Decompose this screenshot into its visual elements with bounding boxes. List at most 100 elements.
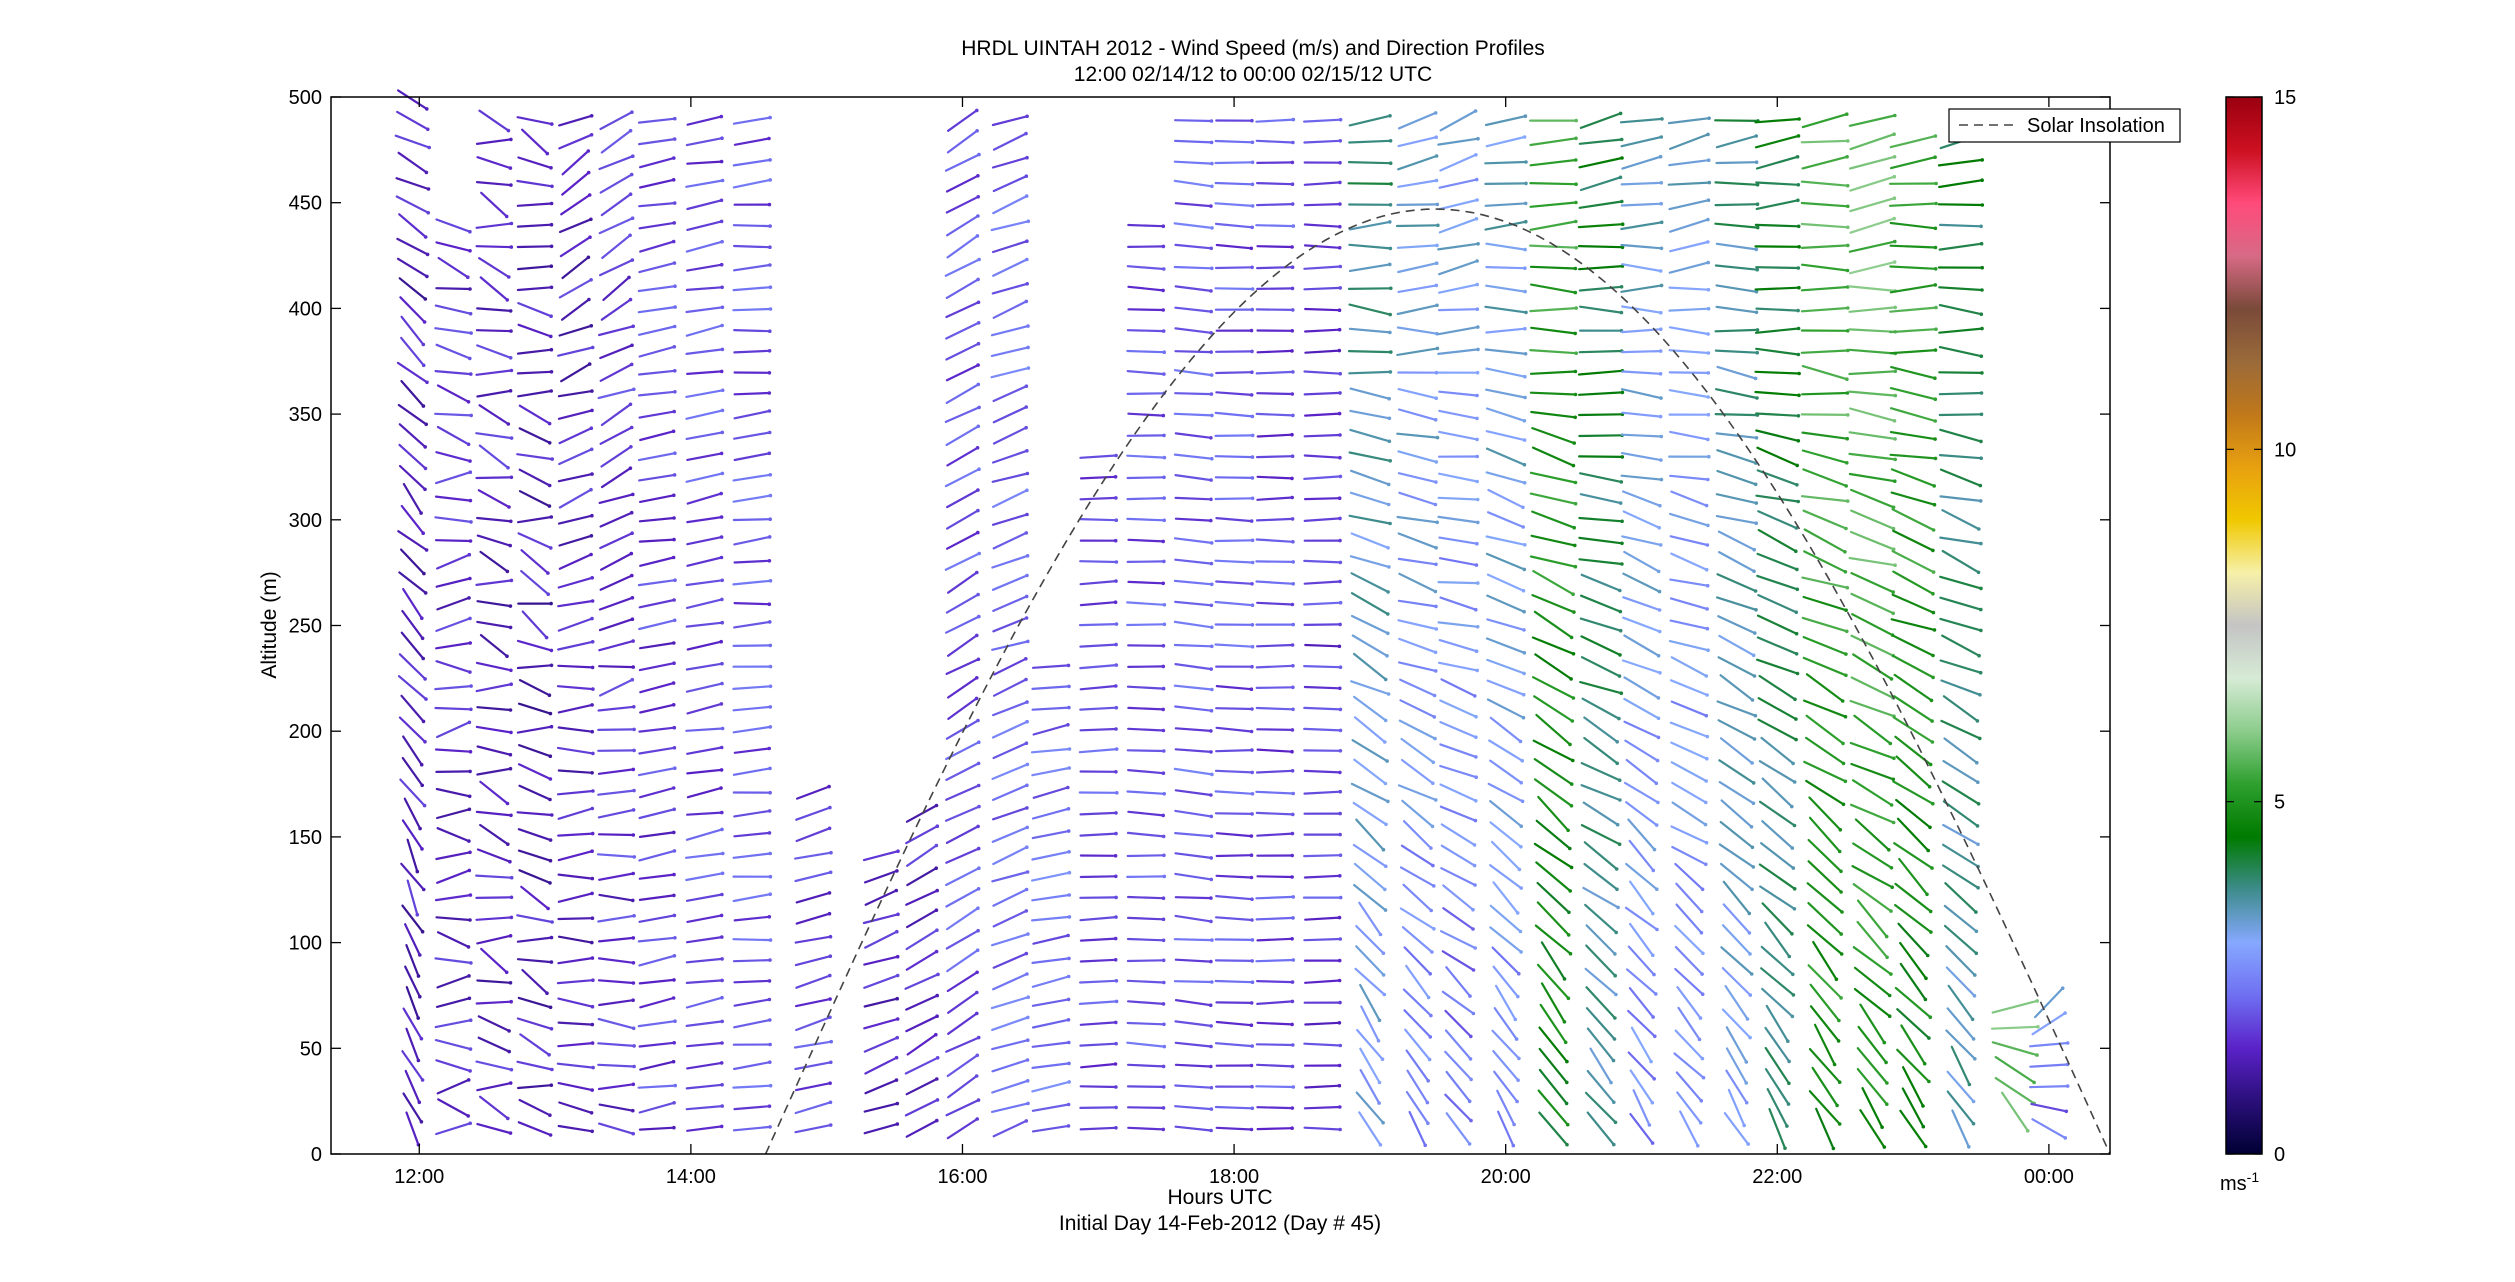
- wind-vector-head: [1705, 607, 1709, 611]
- wind-vector: [1942, 823, 1980, 846]
- wind-vector-head: [1795, 155, 1800, 159]
- colorbar-tick-label: 15: [2274, 87, 2296, 109]
- wind-vector: [475, 432, 513, 440]
- wind-vector-head: [767, 202, 772, 207]
- wind-vector: [1440, 844, 1476, 867]
- wind-vector-head: [1338, 789, 1342, 794]
- wind-vector: [1889, 349, 1937, 355]
- wind-vector-head: [548, 1133, 553, 1137]
- wind-vector: [1529, 349, 1578, 355]
- wind-vector-head: [1388, 370, 1393, 374]
- wind-vector: [1127, 285, 1165, 292]
- wind-vector: [1939, 428, 1983, 443]
- wind-vector-head: [1434, 604, 1438, 609]
- wind-vector-head: [1338, 286, 1342, 290]
- wind-vector: [1806, 882, 1844, 914]
- wind-vector-head: [1209, 518, 1213, 523]
- wind-vector: [400, 862, 425, 891]
- wind-vector: [1402, 820, 1433, 850]
- wind-vector: [795, 806, 832, 821]
- wind-vector: [1755, 266, 1800, 270]
- wind-vector-head: [720, 892, 724, 897]
- wind-vector: [1031, 893, 1071, 902]
- wind-vector: [1807, 901, 1843, 936]
- wind-vector: [1079, 475, 1117, 480]
- wind-vector-head: [418, 953, 422, 957]
- wind-vector: [863, 974, 899, 989]
- wind-vector: [1529, 265, 1577, 270]
- wind-vector-head: [1026, 1101, 1030, 1106]
- wind-vector: [1584, 967, 1618, 996]
- wind-vector: [1894, 882, 1932, 913]
- wind-vector: [685, 409, 724, 420]
- wind-vector: [434, 748, 472, 753]
- wind-vector-head: [828, 870, 833, 875]
- wind-vector-head: [1386, 612, 1390, 616]
- wind-vector-head: [1704, 840, 1709, 845]
- wind-vector: [1214, 411, 1254, 418]
- wind-vector-head: [1067, 705, 1071, 710]
- wind-vector: [1303, 370, 1342, 375]
- wind-vector-head: [1066, 829, 1071, 833]
- wind-vector-head: [1474, 735, 1478, 739]
- wind-vector: [1848, 370, 1897, 376]
- wind-vector-head: [975, 570, 979, 575]
- wind-vector: [1938, 327, 1984, 334]
- wind-vector-head: [1562, 1020, 1567, 1024]
- wind-vector-head: [1161, 539, 1165, 544]
- wind-vector-head: [1755, 183, 1760, 187]
- wind-vector-head: [1620, 541, 1624, 546]
- wind-vector-head: [767, 391, 772, 395]
- wind-vector: [1623, 676, 1660, 700]
- wind-vector-head: [827, 911, 832, 916]
- wind-vector-head: [1698, 1016, 1703, 1020]
- wind-vector-head: [468, 1069, 472, 1073]
- wind-vector-head: [977, 614, 981, 619]
- wind-vector-head: [1921, 1124, 1926, 1129]
- wind-vector-head: [768, 517, 772, 521]
- wind-vector-head: [827, 826, 832, 831]
- wind-vector-head: [631, 767, 636, 772]
- wind-vector: [947, 1012, 978, 1035]
- wind-vector-head: [1434, 546, 1438, 550]
- wind-vector-head: [1891, 611, 1895, 616]
- wind-vector-head: [1892, 260, 1897, 264]
- wind-vector: [905, 825, 939, 845]
- wind-vector: [1395, 224, 1440, 228]
- wind-vector: [1630, 1026, 1653, 1063]
- wind-vector-head: [768, 1083, 773, 1088]
- wind-vector-head: [1704, 713, 1709, 718]
- wind-vector: [1214, 600, 1254, 607]
- wind-vector: [1255, 664, 1295, 669]
- wind-vector-head: [1434, 396, 1438, 401]
- wind-vector: [1852, 946, 1893, 976]
- wind-vector-head: [1290, 202, 1295, 206]
- wind-vector: [1255, 560, 1295, 564]
- wind-vector: [944, 867, 981, 887]
- wind-vector-head: [1250, 770, 1254, 775]
- wind-vector-head: [590, 513, 594, 518]
- wind-vector-head: [1613, 973, 1617, 978]
- wind-vector-head: [591, 1065, 595, 1070]
- wind-vector-head: [1571, 696, 1576, 700]
- wind-vector-head: [720, 681, 724, 686]
- wind-vector: [1670, 490, 1708, 507]
- wind-vector: [1719, 737, 1754, 765]
- wind-vector-head: [1433, 650, 1438, 655]
- wind-vector: [991, 763, 1029, 781]
- wind-vector: [1725, 1069, 1748, 1104]
- wind-vector-head: [975, 1011, 979, 1016]
- wind-vector: [598, 872, 635, 881]
- wind-vector: [1889, 135, 1937, 149]
- wind-vector-head: [1654, 823, 1659, 827]
- wind-vector: [685, 137, 724, 147]
- wind-vector: [436, 974, 471, 989]
- wind-vector: [991, 513, 1029, 526]
- wind-vector-head: [628, 297, 633, 302]
- wind-vector: [638, 157, 675, 169]
- wind-vector: [557, 935, 593, 944]
- wind-vector: [1714, 222, 1759, 229]
- wind-vector-head: [1615, 822, 1620, 827]
- wind-vector-head: [1114, 895, 1118, 900]
- wind-vector: [1808, 796, 1842, 831]
